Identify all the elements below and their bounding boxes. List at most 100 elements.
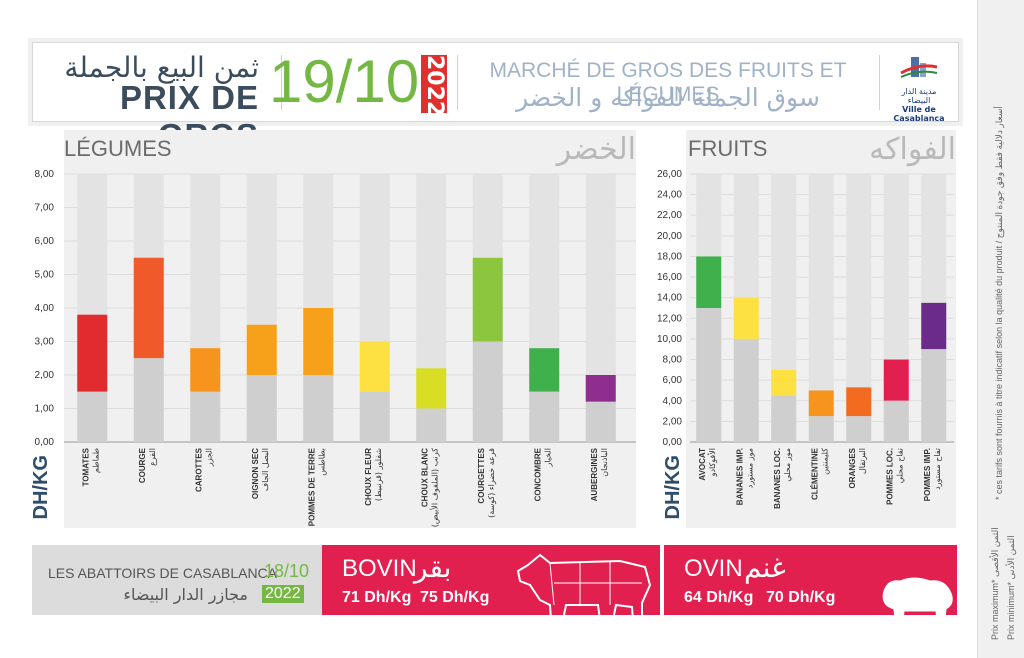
bar-max [359, 341, 390, 392]
y-tick-label: 5,00 [35, 270, 55, 281]
bar-min [733, 338, 759, 442]
category-label: OIGNON SEC [251, 448, 260, 499]
market-name-ar: سوق الجملة للفواكه و الخضر [516, 83, 820, 112]
legumes-chart: 0,00 1,00 2,00 3,00 4,00 5,00 6,00 7,00 8,00 TOMA… [35, 169, 636, 527]
bovin-box: BOVIN بقر 71 Dh/Kg 75 Dh/Kg [322, 545, 660, 636]
bovin-max-price: 75 Dh/Kg [420, 589, 490, 606]
category-label-ar: الخيار [543, 448, 552, 468]
slaughter-box: LES ABATTOIRS DE CASABLANCA مجازر الدار … [32, 545, 322, 615]
legumes-title: LÉGUMES [64, 136, 172, 161]
y-tick-label: 3,00 [35, 337, 55, 348]
category-label: CONCOMBRE [533, 447, 542, 501]
category-label: AVOCAT [698, 448, 707, 481]
y-tick-label: 20,00 [657, 231, 682, 242]
bar-max [190, 348, 221, 392]
bar-max [771, 369, 797, 396]
disclaimer-note: * ces tarifs sont fournis à titre indica… [994, 106, 1004, 500]
category-label-ar: الباذنجان [600, 448, 609, 477]
bar-min [808, 416, 834, 442]
slaughter-name-fr: LES ABATTOIRS DE CASABLANCA [48, 565, 278, 581]
bar-max [585, 375, 616, 402]
cow-icon [516, 553, 652, 636]
y-tick-label: 8,00 [35, 169, 55, 180]
category-label: AUBERGINES [590, 447, 599, 501]
y-tick-label: 14,00 [657, 293, 682, 304]
category-label: COURGE [138, 447, 147, 483]
bar-min [921, 349, 947, 442]
category-label: BANANES IMP. [735, 448, 744, 505]
meat-date: 18/10 [264, 561, 310, 581]
y-tick-label: 24,00 [657, 190, 682, 201]
y-tick-label: 16,00 [657, 272, 682, 283]
bar-max [303, 308, 334, 375]
year-badge: 2022 [421, 55, 447, 117]
bar-max [883, 359, 909, 401]
y-tick-label: 0,00 [663, 437, 683, 448]
category-label-ar: طماطم [91, 448, 100, 473]
notes-strip: * ces tarifs sont fournis à titre indica… [977, 0, 1024, 658]
y-tick-label: 6,00 [35, 236, 55, 247]
category-label-ar: كرنب (الملفوف الأبيض) [429, 448, 439, 527]
bovin-min-price: 71 Dh/Kg [342, 589, 412, 606]
bar-max [846, 387, 872, 417]
bar-min [472, 341, 503, 442]
ovin-label-ar: غنم [744, 552, 786, 583]
y-tick-label: 0,00 [35, 437, 55, 448]
bovin-label: BOVIN [342, 555, 417, 582]
bar-min [133, 358, 164, 442]
bar-max [696, 256, 722, 308]
bar-min [416, 408, 447, 442]
category-label: TOMATES [81, 447, 90, 486]
slaughter-name-ar: مجازر الدار البيضاء [123, 585, 248, 604]
y-tick-label: 2,00 [663, 416, 683, 427]
category-label-ar: قرعة خضراء (كوسة) [487, 448, 496, 518]
bar-max [529, 348, 560, 392]
bar-min [303, 375, 334, 442]
y-tick-label: 18,00 [657, 251, 682, 262]
category-label: CHOUX FLEUR [364, 448, 373, 506]
bar-min [190, 391, 221, 442]
bar-min [585, 401, 616, 442]
meat-banner: LES ABATTOIRS DE CASABLANCA مجازر الدار … [32, 545, 957, 636]
bar-min [696, 308, 722, 442]
y-tick-label: 4,00 [35, 303, 55, 314]
city-logo-icon [900, 57, 938, 78]
y-tick-label: 22,00 [657, 210, 682, 221]
logo-text-fr: Ville de Casablanca [893, 105, 945, 123]
category-label-ar: تفاح مستورد [933, 448, 942, 490]
category-label-ar: بطاطس [317, 448, 326, 476]
y-tick-label: 10,00 [657, 334, 682, 345]
bar-min [359, 391, 390, 442]
fruits-chart: 0,00 2,00 4,00 6,00 8,00 10,00 12,00 14,00 16,00… [657, 169, 954, 509]
bar-max [133, 257, 164, 359]
y-tick-label: 6,00 [663, 375, 683, 386]
category-label-ar: كليمنتين [820, 448, 829, 475]
market-name-fr: MARCHÉ DE GROS DES FRUITS ET LÉGUMES [489, 59, 847, 106]
bar-min [771, 395, 797, 442]
category-label: ORANGES [848, 447, 857, 488]
fruits-title: FRUITS [688, 136, 768, 161]
fruits-title-ar: الفواكه [869, 132, 956, 167]
category-label: CHOUX BLANC [420, 448, 429, 507]
category-label-ar: الأفوكادو [707, 448, 717, 477]
legend-prix-min: Prix minimum* الثمن الأدنى [1006, 535, 1016, 640]
category-label: POMMES LOC. [885, 448, 894, 505]
bar-max [921, 302, 947, 350]
category-label-ar: تفاح محلي [895, 448, 904, 483]
y-tick-label: 1,00 [35, 404, 55, 415]
header-divider [457, 55, 458, 110]
header-divider [879, 55, 880, 110]
y-tick-label: 26,00 [657, 169, 682, 180]
category-label-ar: البرتقال [858, 448, 867, 474]
bar-max [472, 257, 503, 342]
category-label: POMMES IMP. [923, 448, 932, 501]
category-label-ar: البصل الجاف [261, 448, 270, 491]
city-logo: مدينة الدار البيضاء Ville de Casablanca [893, 53, 945, 123]
legumes-title-ar: الخضر [556, 132, 636, 167]
logo-text-ar: مدينة الدار البيضاء [901, 87, 937, 105]
category-label: BANANES LOC. [773, 448, 782, 509]
bar-max [733, 297, 759, 339]
header-divider [281, 55, 282, 110]
y-tick-label: 8,00 [663, 355, 683, 366]
bar-max [808, 390, 834, 417]
